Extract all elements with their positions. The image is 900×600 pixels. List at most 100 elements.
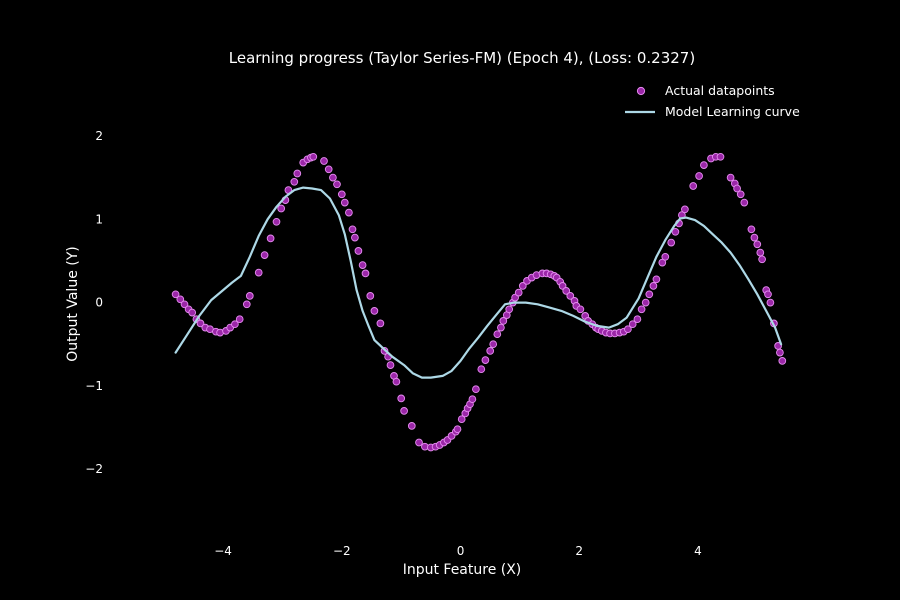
data-point [649, 282, 658, 290]
data-point [324, 165, 333, 174]
x-tick-label: 2 [575, 544, 583, 558]
data-point [778, 357, 787, 365]
data-point [254, 268, 263, 277]
data-point [766, 298, 775, 307]
data-point [667, 238, 676, 247]
data-point [726, 173, 735, 182]
data-point [489, 340, 498, 349]
data-point [736, 190, 745, 199]
data-point [361, 269, 370, 278]
data-point [290, 177, 299, 186]
data-point [764, 290, 772, 299]
legend-label-datapoints: Actual datapoints [665, 83, 775, 98]
data-point [753, 240, 762, 249]
data-point [392, 377, 401, 386]
data-point [245, 292, 254, 300]
data-point [493, 330, 502, 339]
data-point [756, 248, 765, 257]
legend-label-curve: Model Learning curve [665, 104, 800, 119]
data-point [514, 288, 523, 297]
data-point [176, 295, 185, 304]
y-tick-label: 2 [95, 129, 103, 143]
data-point [637, 305, 646, 314]
data-point [309, 152, 318, 161]
legend-marker-datapoints [636, 86, 646, 96]
data-point [260, 251, 269, 259]
data-point [472, 385, 480, 394]
data-point [486, 347, 495, 355]
data-point [235, 315, 244, 324]
data-point [457, 415, 466, 424]
data-point [624, 325, 632, 334]
data-point [700, 161, 708, 169]
data-point [333, 180, 341, 189]
data-point [329, 173, 337, 182]
y-tick-label: −1 [85, 379, 103, 393]
x-axis-label: Input Feature (X) [403, 562, 522, 578]
data-point [188, 308, 197, 317]
data-point [481, 356, 490, 364]
data-point [231, 320, 239, 329]
y-tick-label: −2 [85, 462, 103, 476]
data-point [505, 305, 514, 314]
data-point [576, 305, 585, 314]
data-point [681, 205, 689, 214]
data-point [566, 292, 575, 300]
data-point [468, 395, 477, 404]
data-point [733, 184, 741, 193]
scatter-series [171, 152, 787, 452]
data-point [671, 227, 680, 236]
data-point [366, 292, 375, 300]
data-point [266, 234, 275, 243]
data-point [750, 233, 759, 242]
legend: Actual datapoints Model Learning curve [625, 83, 800, 119]
data-point [386, 361, 395, 369]
data-point [340, 198, 349, 207]
data-point [293, 169, 302, 178]
data-point [740, 198, 749, 207]
data-point [661, 252, 670, 261]
data-point [747, 225, 756, 234]
chart-title: Learning progress (Taylor Series-FM) (Ep… [229, 49, 695, 67]
data-point [397, 394, 406, 403]
y-tick-label: 0 [95, 296, 103, 310]
data-point [497, 323, 505, 332]
data-point [171, 290, 180, 299]
data-point [277, 204, 286, 213]
data-point [407, 422, 416, 430]
data-point [758, 255, 766, 264]
y-axis-ticks: −2 −1 0 1 2 [85, 129, 103, 476]
data-point [370, 307, 379, 315]
data-point [351, 233, 359, 242]
y-axis-label: Output Value (Y) [65, 246, 81, 361]
data-point [562, 287, 571, 295]
data-point [499, 317, 508, 325]
y-tick-label: 1 [95, 212, 103, 226]
x-tick-label: 0 [457, 544, 465, 558]
data-point [272, 217, 281, 226]
data-point [415, 438, 423, 447]
data-point [180, 300, 189, 309]
data-point [633, 315, 642, 324]
data-point [400, 407, 408, 415]
data-point [716, 152, 725, 161]
x-tick-label: −4 [214, 544, 232, 558]
data-point [453, 425, 462, 434]
x-tick-label: 4 [694, 544, 702, 558]
data-point [345, 208, 353, 217]
model-learning-curve [174, 186, 783, 379]
data-point [628, 320, 637, 329]
data-point [358, 261, 367, 269]
data-point [320, 157, 328, 165]
data-point [689, 182, 698, 190]
plot-area [171, 152, 787, 452]
data-point [776, 348, 784, 357]
data-point [645, 290, 654, 299]
data-point [641, 298, 650, 307]
x-axis-ticks: −4 −2 0 2 4 [214, 544, 702, 558]
data-point [652, 275, 661, 284]
data-point [196, 319, 205, 328]
data-point [337, 190, 346, 199]
x-tick-label: −2 [333, 544, 351, 558]
